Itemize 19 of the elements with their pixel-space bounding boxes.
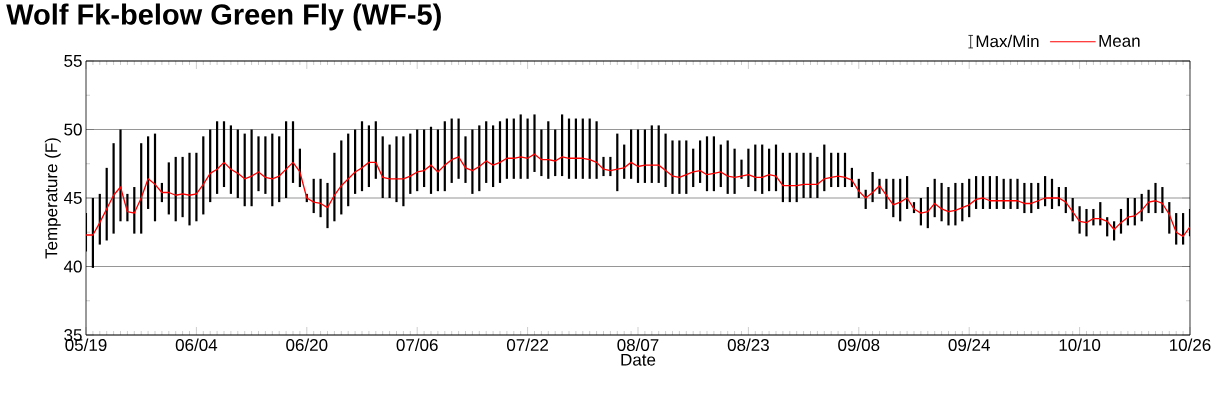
chart-title: Wolf Fk-below Green Fly (WF-5): [6, 3, 441, 31]
y-tick-label: 50: [64, 123, 82, 136]
legend-label: Mean: [1099, 35, 1140, 47]
y-axis-title: Temperature (F): [44, 138, 61, 259]
x-tick-label: 06/04: [175, 338, 218, 352]
x-tick-label: 07/22: [506, 338, 549, 352]
y-tick-label: 55: [64, 55, 82, 67]
x-tick-label: 08/23: [727, 338, 769, 352]
legend-label: Max/Min: [976, 34, 1039, 48]
y-tick-label: 45: [63, 192, 82, 204]
x-tick-label: 08/07: [617, 338, 659, 352]
x-tick-label: 07/06: [396, 338, 438, 352]
y-tick-label: 40: [63, 260, 82, 273]
x-axis-title: Date: [621, 353, 656, 366]
x-tick-label: 10/26: [1170, 338, 1211, 352]
x-tick-label: 10/10: [1059, 338, 1101, 352]
x-tick-label: 09/24: [948, 338, 990, 352]
x-tick-label: 06/20: [286, 338, 328, 352]
x-tick-label: 09/08: [838, 338, 880, 352]
